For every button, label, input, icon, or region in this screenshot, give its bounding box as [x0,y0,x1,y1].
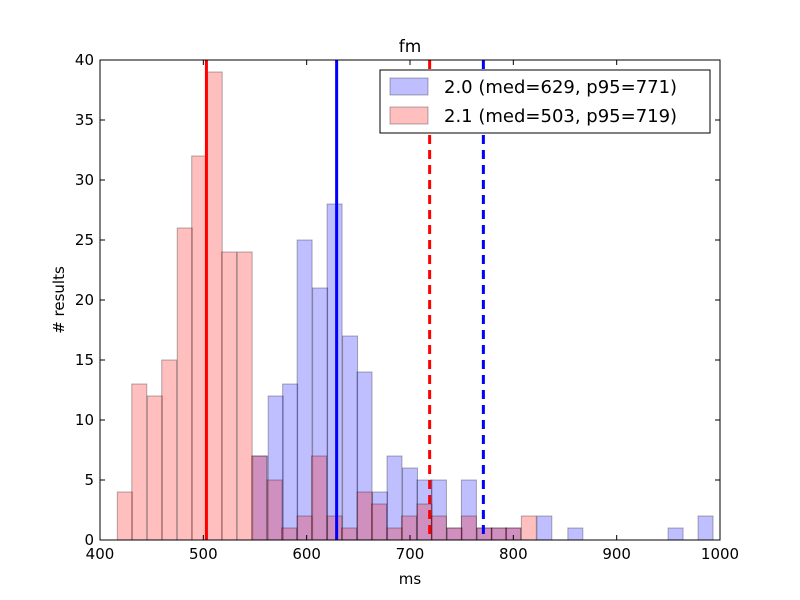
bar-series-1-bin-22 [446,527,463,541]
bar-series-0-bin-6 [342,335,359,541]
y-tick-label-0: 0 [84,531,94,549]
bar-series-1-bin-20 [416,503,433,541]
bar-series-1-bin-0 [116,491,133,541]
x-tick-label-2: 600 [292,545,321,563]
bar-series-1-bin-8 [236,251,253,541]
bar-series-0-bin-21 [697,515,714,541]
bar-series-1-bin-9 [251,455,268,541]
y-tick-label-4: 20 [75,291,94,309]
reference-lines-layer [204,60,485,540]
bar-series-0-bin-9 [386,455,403,541]
bar-series-1-bin-7 [221,251,238,541]
bar-series-1-bin-11 [281,527,298,541]
bar-series-1-bin-12 [296,515,313,541]
bar-series-1-bin-19 [400,515,417,541]
legend: 2.0 (med=629, p95=771) 2.1 (med=503, p95… [379,69,711,134]
bar-series-1-bin-25 [490,527,507,541]
y-tick-label-5: 25 [75,231,94,249]
bar-series-1-bin-4 [176,227,193,541]
legend-label-series-0: 2.0 (med=629, p95=771) [444,77,677,98]
bar-series-1-bin-6 [206,71,223,541]
bar-series-1-bin-15 [341,527,358,541]
bar-series-0-bin-19 [567,527,584,541]
bar-series-1-bin-2 [146,395,163,541]
bar-series-1-bin-1 [131,383,148,541]
bar-series-1-bin-27 [520,515,537,541]
y-axis-label: # results [50,266,68,334]
bar-series-0-bin-5 [326,203,343,541]
bar-series-1-bin-21 [430,515,447,541]
bar-series-1-bin-16 [356,491,373,541]
legend-swatch-series-0 [389,77,429,96]
y-tick-label-8: 40 [75,51,94,69]
bar-series-1-bin-23 [460,515,477,541]
chart-title: fm [399,37,422,57]
x-tick-label-6: 1000 [701,545,739,563]
legend-swatch-series-1 [389,106,429,125]
x-tick-label-0: 400 [86,545,115,563]
x-tick-label-5: 900 [602,545,631,563]
x-tick-label-4: 800 [499,545,528,563]
y-tick-label-6: 30 [75,171,94,189]
y-tick-label-1: 5 [84,471,94,489]
bar-series-1-bin-13 [311,455,328,541]
bar-series-1-bin-3 [161,359,178,541]
bar-series-0-bin-20 [667,527,684,541]
x-tick-label-3: 700 [396,545,425,563]
y-tick-label-2: 10 [75,411,94,429]
bar-series-1-bin-10 [266,479,283,541]
legend-box [379,69,711,134]
bar-series-0-bin-18 [536,515,553,541]
bar-series-1-bin-5 [191,155,208,541]
y-tick-label-3: 15 [75,351,94,369]
bar-series-0-bin-2 [282,383,299,541]
bar-series-0-bin-3 [296,239,313,541]
x-tick-label-1: 500 [189,545,218,563]
bar-series-1-bin-18 [386,527,403,541]
bar-series-1-bin-17 [371,503,387,541]
bar-series-1-bin-14 [326,515,343,541]
axis-ticks-layer: 400 500 600 700 800 900 1000 0 5 10 15 20 25 30 35 40 [75,51,739,563]
legend-label-series-1: 2.1 (med=503, p95=719) [444,106,677,127]
x-axis-label: ms [399,570,422,588]
y-tick-label-7: 35 [75,111,94,129]
